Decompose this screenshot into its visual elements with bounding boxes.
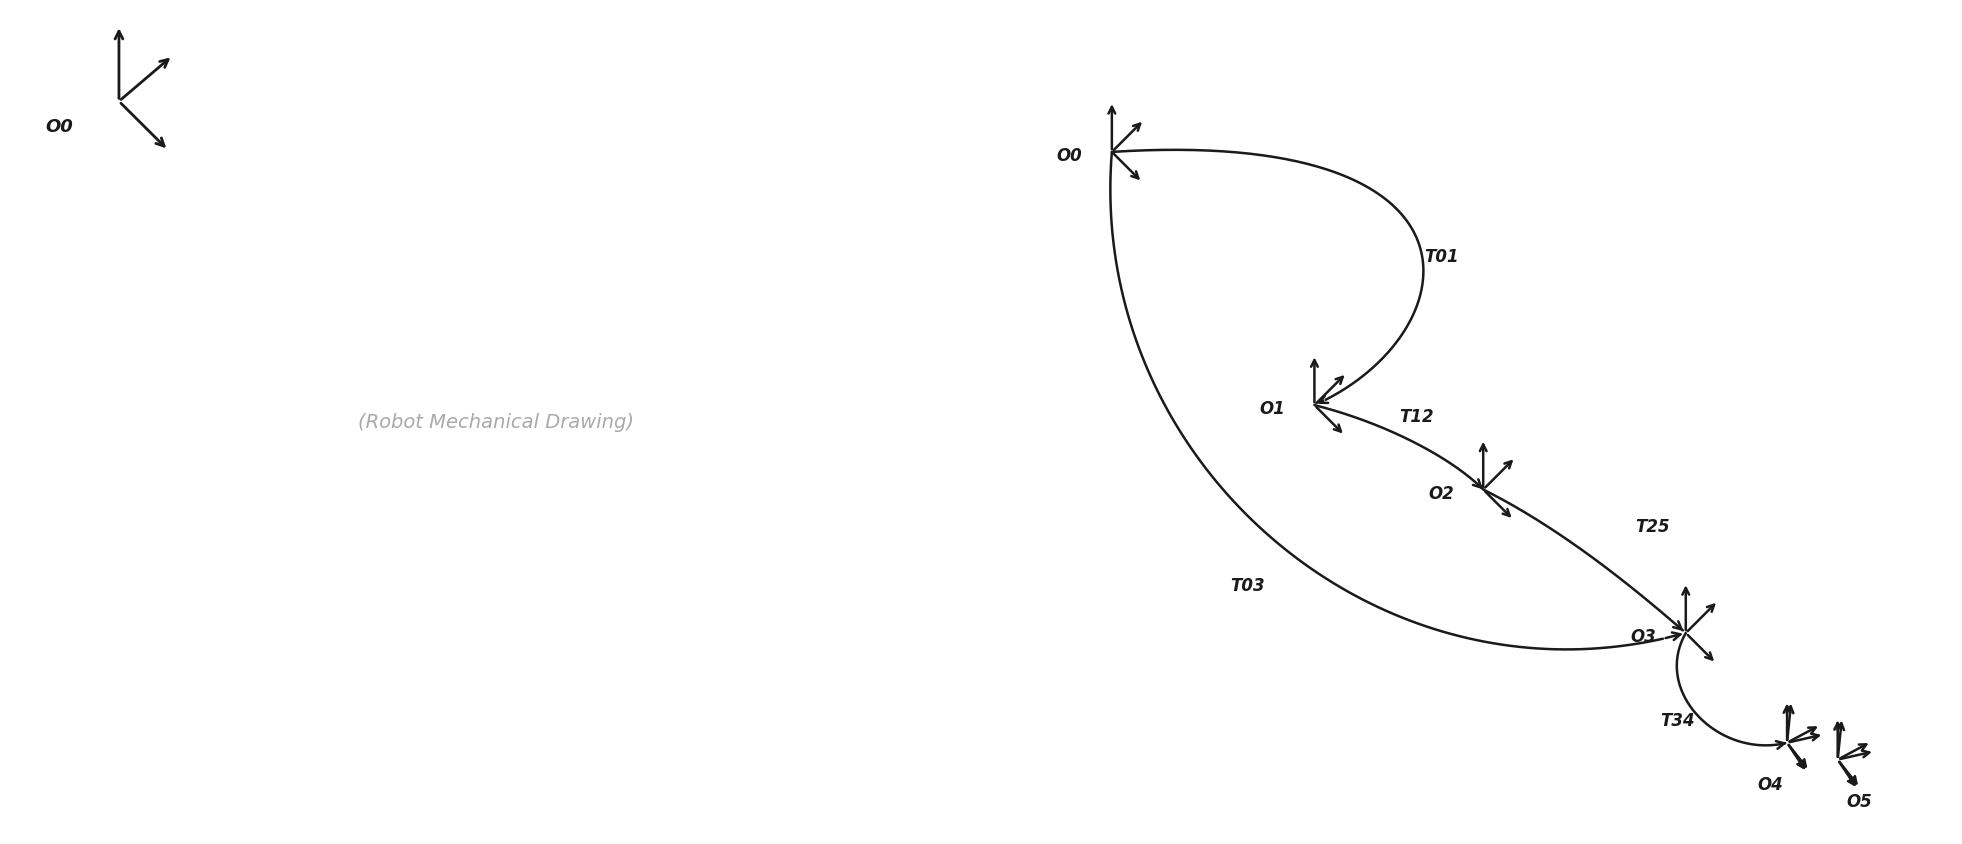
Text: T03: T03 xyxy=(1230,576,1265,595)
Text: T34: T34 xyxy=(1660,711,1695,730)
Text: O2: O2 xyxy=(1428,484,1454,503)
Text: T01: T01 xyxy=(1424,247,1460,266)
Text: (Robot Mechanical Drawing): (Robot Mechanical Drawing) xyxy=(357,413,634,431)
Text: T12: T12 xyxy=(1399,408,1434,426)
Text: O0: O0 xyxy=(1058,147,1083,165)
Text: O3: O3 xyxy=(1630,628,1656,647)
Text: O5: O5 xyxy=(1846,793,1872,811)
Text: O4: O4 xyxy=(1758,776,1783,794)
Text: O0: O0 xyxy=(45,118,73,136)
Text: O1: O1 xyxy=(1260,400,1285,419)
Text: T25: T25 xyxy=(1634,517,1670,536)
